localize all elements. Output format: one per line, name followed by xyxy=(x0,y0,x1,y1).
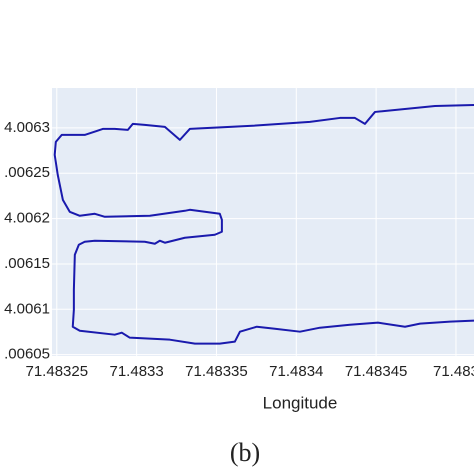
y-tick-label: 4.0062 xyxy=(4,210,50,227)
y-tick-label: .00625 xyxy=(4,164,50,181)
x-tick-label: 71.483 xyxy=(433,363,474,380)
y-tick-label: 4.0061 xyxy=(4,300,50,317)
x-tick-label: 71.4833 xyxy=(110,363,164,380)
x-axis-label: Longitude xyxy=(263,393,338,412)
plot-background xyxy=(52,88,474,356)
y-tick-label: .00615 xyxy=(4,255,50,272)
caption: (b) xyxy=(230,438,260,467)
y-tick-label: 4.0063 xyxy=(4,119,50,136)
x-tick-label: 71.48335 xyxy=(185,363,248,380)
x-tick-label: 71.48345 xyxy=(345,363,408,380)
track-line xyxy=(53,103,474,345)
x-tick-label: 71.48325 xyxy=(26,363,89,380)
x-tick-label: 71.4834 xyxy=(269,363,323,380)
y-tick-label: .00605 xyxy=(4,346,50,363)
